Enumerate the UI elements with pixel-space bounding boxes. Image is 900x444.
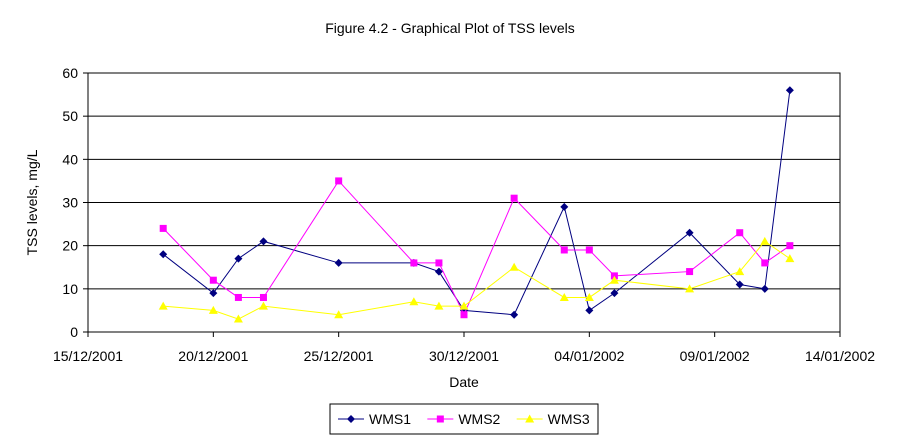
data-point <box>259 293 267 301</box>
x-tick-label: 14/01/2002 <box>805 348 875 364</box>
legend-marker <box>525 414 535 423</box>
data-point <box>209 276 217 284</box>
x-axis: 15/12/2001 20/12/2001 25/12/2001 30/12/2001… <box>53 332 875 364</box>
data-point <box>334 258 343 267</box>
data-point <box>685 228 694 237</box>
legend-item: WMS1 <box>338 411 411 427</box>
y-tick-label: 40 <box>62 151 78 167</box>
data-point <box>159 224 167 232</box>
y-tick-label: 60 <box>62 65 78 81</box>
data-point <box>459 301 469 310</box>
y-tick-label: 0 <box>70 324 78 340</box>
data-point <box>434 267 443 276</box>
data-point <box>158 301 168 310</box>
chart-title: Figure 4.2 - Graphical Plot of TSS level… <box>325 20 575 36</box>
data-point <box>258 301 268 310</box>
series-layer <box>158 86 795 323</box>
legend-label: WMS2 <box>458 411 500 427</box>
data-point <box>233 314 243 323</box>
data-point <box>560 202 569 211</box>
data-point <box>761 259 769 267</box>
data-point <box>334 310 344 319</box>
data-point <box>460 311 468 319</box>
data-point <box>760 236 770 245</box>
data-point <box>559 292 569 301</box>
data-point <box>785 86 794 95</box>
series-line <box>163 240 791 320</box>
data-point <box>584 292 594 301</box>
data-point <box>760 284 769 293</box>
data-point <box>785 254 795 263</box>
legend-label: WMS3 <box>548 411 590 427</box>
data-point <box>510 194 518 202</box>
data-point <box>609 275 619 284</box>
data-point <box>410 259 418 267</box>
data-point <box>208 305 218 314</box>
legend-marker <box>347 415 355 423</box>
x-tick-label: 04/01/2002 <box>554 348 624 364</box>
data-point <box>735 267 745 276</box>
x-tick-label: 30/12/2001 <box>429 348 499 364</box>
legend-label: WMS1 <box>369 411 411 427</box>
data-point <box>159 250 168 259</box>
legend-item: WMS3 <box>516 411 590 427</box>
x-axis-label: Date <box>449 374 479 390</box>
data-point <box>585 246 593 254</box>
data-point <box>686 268 694 276</box>
data-point <box>259 237 268 246</box>
data-point <box>510 310 519 319</box>
y-axis: 0 10 20 30 40 50 60 <box>62 65 88 340</box>
gridlines <box>88 72 840 290</box>
series-wms1 <box>159 86 794 319</box>
data-point <box>335 177 343 185</box>
y-axis-label: TSS levels, mg/L <box>24 149 40 255</box>
y-tick-label: 50 <box>62 108 78 124</box>
data-point <box>735 280 744 289</box>
legend-item: WMS2 <box>427 411 501 427</box>
data-point <box>685 284 695 293</box>
y-tick-label: 30 <box>62 195 78 211</box>
x-tick-label: 15/12/2001 <box>53 348 123 364</box>
data-point <box>435 259 443 267</box>
legend: WMS1 WMS2 WMS3 <box>329 403 599 435</box>
x-tick-label: 25/12/2001 <box>304 348 374 364</box>
x-tick-label: 20/12/2001 <box>178 348 248 364</box>
data-point <box>234 293 242 301</box>
data-point <box>434 301 444 310</box>
data-point <box>509 262 519 271</box>
data-point <box>560 246 568 254</box>
data-point <box>209 289 218 298</box>
series-line <box>162 90 791 316</box>
data-point <box>736 229 744 237</box>
data-point <box>409 297 419 306</box>
series-wms3 <box>158 236 795 323</box>
data-point <box>786 242 794 250</box>
series-line <box>162 180 791 316</box>
legend-box <box>329 403 599 435</box>
x-tick-label: 09/01/2002 <box>680 348 750 364</box>
y-tick-label: 20 <box>62 238 78 254</box>
data-point <box>585 306 594 315</box>
legend-marker <box>436 415 444 423</box>
y-tick-label: 10 <box>62 281 78 297</box>
data-point <box>234 254 243 263</box>
data-point <box>610 289 619 298</box>
